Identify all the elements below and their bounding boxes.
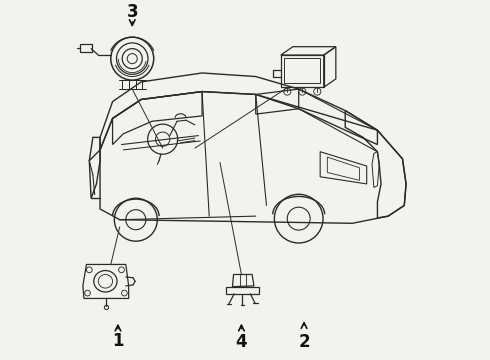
Text: 4: 4 — [236, 333, 247, 351]
Text: 2: 2 — [298, 333, 310, 351]
Text: 1: 1 — [112, 332, 123, 350]
Text: 3: 3 — [126, 3, 138, 21]
